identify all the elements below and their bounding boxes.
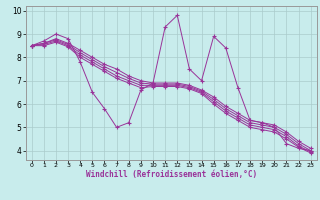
X-axis label: Windchill (Refroidissement éolien,°C): Windchill (Refroidissement éolien,°C) xyxy=(86,170,257,179)
